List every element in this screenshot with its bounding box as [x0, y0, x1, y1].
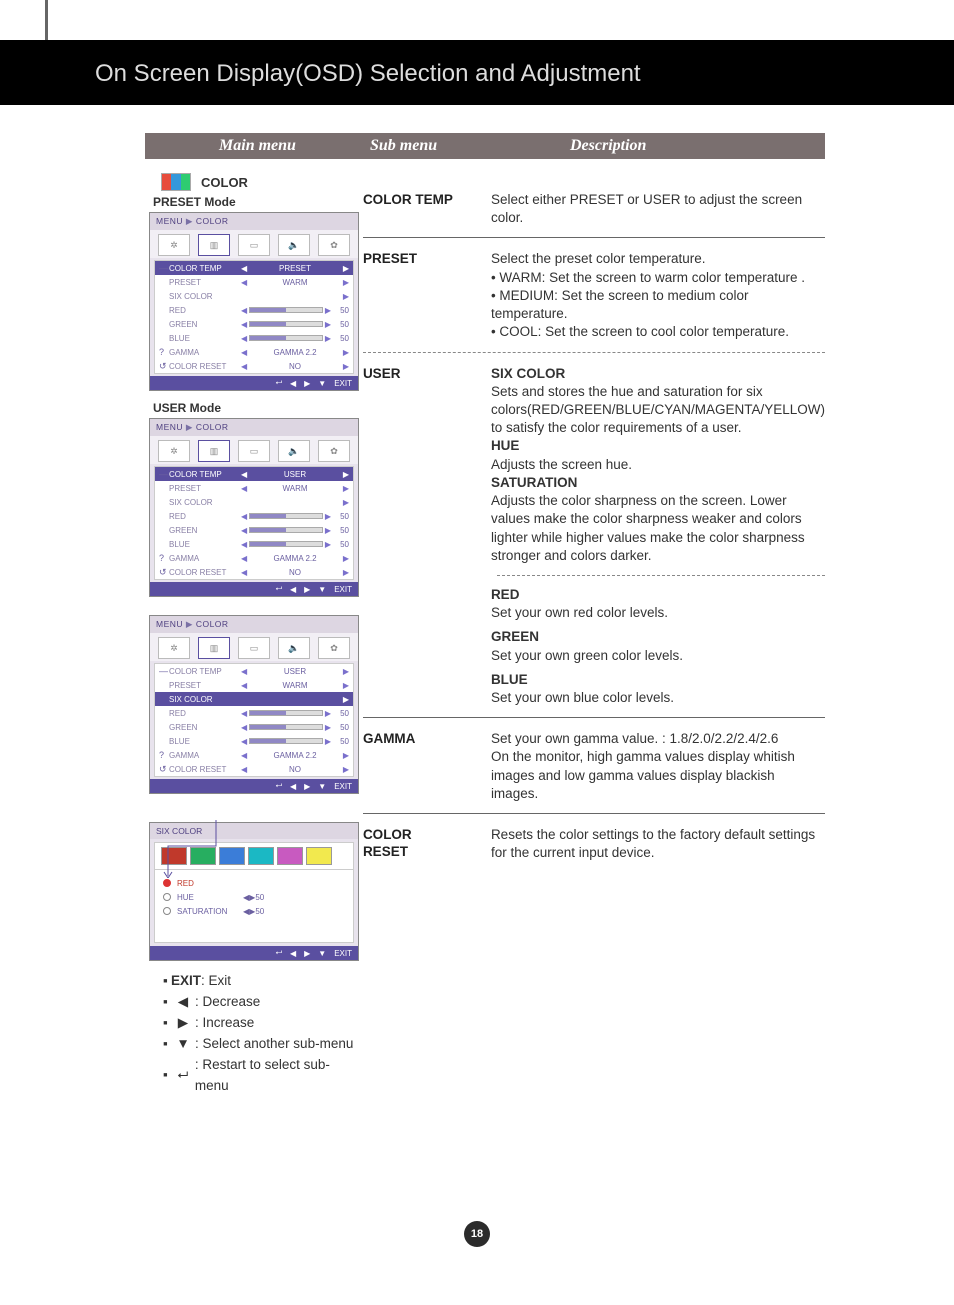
osd-row-blue: BLUE◀▶50	[155, 331, 353, 345]
radio-hue: HUE◀▶50	[159, 890, 349, 904]
tab-color-icon: ▥	[198, 234, 230, 256]
preset-mode-label: PRESET Mode	[153, 195, 363, 209]
osd-breadcrumb: MENU ▶ COLOR	[150, 213, 358, 230]
radio-saturation: SATURATION◀▶50	[159, 904, 349, 918]
divider	[363, 237, 825, 238]
left-icon: ◀	[290, 379, 296, 388]
exit-label: EXIT	[334, 379, 352, 388]
down-icon: ▼	[318, 379, 326, 388]
tab-brightness-icon: ✲	[158, 440, 190, 462]
header-desc: Description	[530, 137, 825, 155]
tab-display-icon: ▭	[238, 637, 270, 659]
right-icon: ▶	[304, 379, 310, 388]
divider-dashed	[363, 352, 825, 353]
section-label: COLOR	[201, 175, 248, 190]
tab-settings-icon: ✿	[318, 234, 350, 256]
osd-row-colortemp: —COLOR TEMP◀PRESET▶	[155, 261, 353, 275]
entry-preset: PRESET Select the preset color temperatu…	[363, 250, 825, 341]
button-legend: ▪ EXIT : Exit ▪◀: Decrease ▪▶: Increase …	[163, 971, 363, 1097]
sub-color-temp: COLOR TEMP	[363, 191, 491, 227]
tab-settings-icon: ✿	[318, 637, 350, 659]
entry-color-temp: COLOR TEMP Select either PRESET or USER …	[363, 191, 825, 227]
entry-color-reset: COLORRESET Resets the color settings to …	[363, 826, 825, 862]
header-main: Main menu	[145, 137, 370, 155]
sixcolor-title: SIX COLOR	[150, 823, 358, 839]
sub-preset: PRESET	[363, 250, 491, 341]
desc-color-temp: Select either PRESET or USER to adjust t…	[491, 191, 825, 227]
right-triangle-icon: ▶	[171, 1013, 195, 1034]
return-arrow-icon: ⮠	[171, 1065, 195, 1086]
desc-user: SIX COLOR Sets and stores the hue and sa…	[491, 365, 825, 708]
color-icon	[161, 173, 191, 191]
tab-brightness-icon: ✲	[158, 234, 190, 256]
osd-row-sixcolor: SIX COLOR▶	[155, 289, 353, 303]
osd-panel-sixcolor: MENU ▶ COLOR ✲ ▥ ▭ 🔈 ✿ —COLOR TEMP◀USER▶…	[149, 615, 359, 794]
desc-preset: Select the preset color temperature. • W…	[491, 250, 825, 341]
page-number: 18	[464, 1221, 490, 1247]
osd-panel-user: MENU ▶ COLOR ✲ ▥ ▭ 🔈 ✿ —COLOR TEMP◀USER▶…	[149, 418, 359, 597]
tab-audio-icon: 🔈	[278, 234, 310, 256]
column-headers: Main menu Sub menu Description	[145, 133, 825, 159]
osd-row-reset: ↺COLOR RESET◀NO▶	[155, 359, 353, 373]
osd-row-preset: PRESET◀WARM▶	[155, 275, 353, 289]
osd-panel-preset: MENU ▶ COLOR ✲ ▥ ▭ 🔈 ✿ —COLOR TEMP◀PRESE…	[149, 212, 359, 391]
tab-display-icon: ▭	[238, 440, 270, 462]
entry-user: USER SIX COLOR Sets and stores the hue a…	[363, 365, 825, 708]
content-area: Main menu Sub menu Description COLOR PRE…	[145, 133, 825, 1097]
return-icon: ⮠	[276, 378, 282, 388]
page-margin	[45, 0, 48, 40]
sub-color-reset: COLORRESET	[363, 826, 491, 862]
header-sub: Sub menu	[370, 137, 530, 155]
right-column: COLOR TEMP Select either PRESET or USER …	[363, 167, 825, 1097]
user-mode-label: USER Mode	[153, 401, 363, 415]
desc-gamma: Set your own gamma value. : 1.8/2.0/2.2/…	[491, 730, 825, 803]
osd-panel-sixcolor-detail: SIX COLOR RED HUE◀▶50 SATURATION◀▶50 ⮠◀▶…	[149, 822, 359, 961]
divider	[363, 717, 825, 718]
sixcolor-swatches	[154, 842, 354, 870]
divider	[363, 813, 825, 814]
osd-footer: ⮠ ◀ ▶ ▼ EXIT	[150, 376, 358, 390]
osd-tabs: ✲ ▥ ▭ 🔈 ✿	[150, 230, 358, 258]
osd-row-green: GREEN◀▶50	[155, 317, 353, 331]
tab-color-icon: ▥	[198, 637, 230, 659]
tab-display-icon: ▭	[238, 234, 270, 256]
tab-brightness-icon: ✲	[158, 637, 190, 659]
sub-user: USER	[363, 365, 491, 708]
osd-row-gamma: ?GAMMA◀GAMMA 2.2▶	[155, 345, 353, 359]
tab-settings-icon: ✿	[318, 440, 350, 462]
sub-gamma: GAMMA	[363, 730, 491, 803]
down-triangle-icon: ▼	[171, 1034, 195, 1055]
radio-red: RED	[159, 876, 349, 890]
entry-gamma: GAMMA Set your own gamma value. : 1.8/2.…	[363, 730, 825, 803]
tab-color-icon: ▥	[198, 440, 230, 462]
osd-row-red: RED◀▶50	[155, 303, 353, 317]
left-column: COLOR PRESET Mode MENU ▶ COLOR ✲ ▥ ▭ 🔈 ✿…	[145, 167, 363, 1097]
desc-color-reset: Resets the color settings to the factory…	[491, 826, 825, 862]
tab-audio-icon: 🔈	[278, 637, 310, 659]
left-triangle-icon: ◀	[171, 992, 195, 1013]
tab-audio-icon: 🔈	[278, 440, 310, 462]
page-title: On Screen Display(OSD) Selection and Adj…	[0, 40, 954, 105]
